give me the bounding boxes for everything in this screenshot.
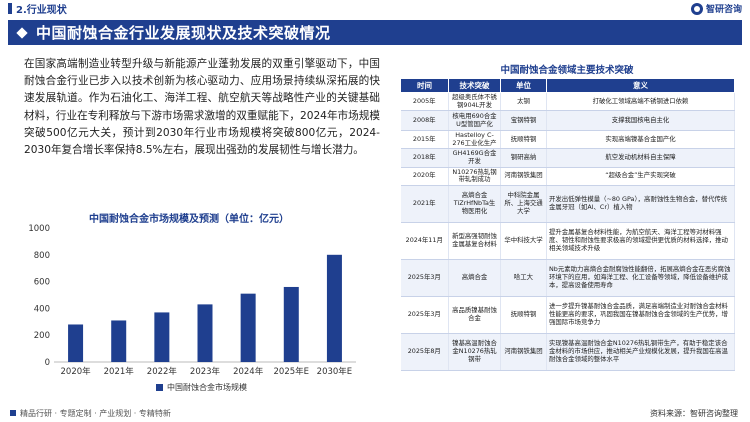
footer-source: 资料来源：智研咨询整理 <box>650 409 738 418</box>
cell-significance: Nb元素助力高熵合金耐腐蚀性能翻倍，拓展高熵合金在恶劣腐蚀环境下的应用，如海洋工… <box>546 259 735 297</box>
header-significance: 意义 <box>546 78 735 93</box>
tech-breakthrough-table: 时间 技术突破 单位 意义 2005年 超级奥氏体不锈钢904L开发 太钢 打破化工领… <box>400 78 735 371</box>
cell-time: 2025年3月 <box>400 296 449 334</box>
y-tick-label: 0 <box>45 358 50 368</box>
cell-unit: 华中科技大学 <box>500 222 547 260</box>
x-tick-label: 2023年 <box>190 366 221 377</box>
table-header-row: 时间 技术突破 单位 意义 <box>400 78 735 93</box>
cell-significance: 打破化工领域高端不锈钢进口依赖 <box>546 92 735 112</box>
legend-label: 中国耐蚀合金市场规模 <box>167 382 247 392</box>
cell-time: 2015年 <box>400 130 449 150</box>
y-tick-label: 400 <box>34 304 50 314</box>
intro-paragraph: 在国家高端制造业转型升级与新能源产业蓬勃发展的双重引擎驱动下，中国耐蚀合金行业已… <box>24 58 380 157</box>
cell-time: 2025年8月 <box>400 333 449 371</box>
cell-breakthrough: 镍基高温耐蚀合金N10276热轧钢带 <box>448 333 501 371</box>
cell-unit: 抚顺特钢 <box>500 296 547 334</box>
cell-breakthrough: 高品质镍基耐蚀合金 <box>448 296 501 334</box>
table-title: 中国耐蚀合金领域主要技术突破 <box>500 65 634 76</box>
y-tick-label: 800 <box>34 251 50 261</box>
diamond-icon <box>16 26 28 39</box>
bar <box>240 293 256 362</box>
legend-swatch <box>156 384 163 391</box>
cell-time: 2005年 <box>400 92 449 112</box>
cell-significance: 支撑我国核电自主化 <box>546 110 735 132</box>
cell-significance: “超级合金”生产实现突破 <box>546 167 735 186</box>
cell-unit: 哈工大 <box>500 259 547 297</box>
cell-breakthrough: 核电用690合金U型管国产化 <box>448 110 501 132</box>
cell-significance: 进一步提升镍基耐蚀合金品质，满足高端制造业对耐蚀合金材料性能更高的要求，巩固我国… <box>546 296 735 334</box>
cell-time: 2018年 <box>400 148 449 168</box>
x-tick-label: 2022年 <box>147 366 178 377</box>
section-marker <box>8 2 12 14</box>
page-title: 中国耐蚀合金行业发展现状及技术突破情况 <box>36 24 331 42</box>
table-row: 2018年 GH4169G合金开发 钢研高纳 航空发动机材料自主保障 <box>400 148 735 168</box>
cell-significance: 实现高端镍基合金国产化 <box>546 130 735 150</box>
cell-unit: 中科院金属所、上海交通大学 <box>500 185 547 223</box>
cell-unit: 宝钢特钢 <box>500 110 547 132</box>
section-title: 2.行业现状 <box>16 4 67 16</box>
cell-breakthrough: 新型高强韧耐蚀金属基复合材料 <box>448 222 501 260</box>
brand-name: 智研咨询 <box>705 5 742 15</box>
market-size-chart: 0 200 400 600 800 1000 2020年 2021年 2022年 2023年 202… <box>28 224 356 392</box>
table-row: 2025年8月 镍基高温耐蚀合金N10276热轧钢带 河南钢铁集团 实现镍基高温耐蚀合… <box>400 333 735 371</box>
x-tick-label: 2020年 <box>61 366 92 377</box>
cell-unit: 抚顺特钢 <box>500 130 547 150</box>
cell-unit: 河南钢铁集团 <box>500 333 547 371</box>
header-time: 时间 <box>400 78 449 93</box>
header-breakthrough: 技术突破 <box>448 78 501 93</box>
y-tick-label: 200 <box>34 331 50 341</box>
bar <box>197 304 213 362</box>
table-row: 2005年 超级奥氏体不锈钢904L开发 太钢 打破化工领域高端不锈钢进口依赖 <box>400 92 735 112</box>
table-row: 2008年 核电用690合金U型管国产化 宝钢特钢 支撑我国核电自主化 <box>400 110 735 132</box>
cell-time: 2008年 <box>400 110 449 132</box>
top-bar: 2.行业现状 智研咨询 <box>0 0 750 16</box>
cell-breakthrough: 高熵合金 <box>448 259 501 297</box>
bar <box>111 320 127 362</box>
cell-time: 2025年3月 <box>400 259 449 297</box>
bar <box>326 254 342 362</box>
table-row: 2021年 高熵合金TiZrHfNbTa生物医用化 中科院金属所、上海交通大学 开发出… <box>400 185 735 223</box>
y-tick-label: 1000 <box>28 224 50 234</box>
title-banner: 中国耐蚀合金行业发展现状及技术突破情况 <box>8 20 742 45</box>
cell-breakthrough: 高熵合金TiZrHfNbTa生物医用化 <box>448 185 501 223</box>
cell-breakthrough: GH4169G合金开发 <box>448 148 501 168</box>
footer: 精品行研 · 专题定制 · 产业规划 · 专精特新 资料来源：智研咨询整理 <box>0 404 750 422</box>
brand: 智研咨询 <box>690 2 742 15</box>
footer-slogan: 精品行研 · 专题定制 · 产业规划 · 专精特新 <box>20 408 171 418</box>
cell-significance: 实现镍基高温耐蚀合金N10276热轧钢带生产，有助于稳定该合金材料的市场供应，推… <box>546 333 735 371</box>
y-tick-label: 600 <box>34 278 50 288</box>
cell-time: 2021年 <box>400 185 449 223</box>
cell-time: 2024年11月 <box>400 222 449 260</box>
x-tick-label: 2025年E <box>274 366 310 377</box>
bar <box>68 324 84 362</box>
cell-breakthrough: N10276热轧钢带轧制成功 <box>448 167 501 186</box>
cell-significance: 提升金属基复合材料性能，为航空航天、海洋工程等对材料强度、韧性和耐蚀性要求极高的… <box>546 222 735 260</box>
cell-significance: 航空发动机材料自主保障 <box>546 148 735 168</box>
brand-logo-icon <box>690 2 703 15</box>
table-row: 2020年 N10276热轧钢带轧制成功 河南钢铁集团 “超级合金”生产实现突破 <box>400 167 735 186</box>
bar <box>154 312 170 362</box>
footer-marker <box>10 410 16 416</box>
cell-breakthrough: Hastelloy C-276工业化生产 <box>448 130 501 150</box>
table-row: 2025年3月 高品质镍基耐蚀合金 抚顺特钢 进一步提升镍基耐蚀合金品质，满足高端制造… <box>400 296 735 334</box>
x-tick-label: 2030年E <box>317 366 353 377</box>
table-row: 2025年3月 高熵合金 哈工大 Nb元素助力高熵合金耐腐蚀性能翻倍，拓展高熵合金在恶… <box>400 259 735 297</box>
table-row: 2024年11月 新型高强韧耐蚀金属基复合材料 华中科技大学 提升金属基复合材料性能，… <box>400 222 735 260</box>
chart-title: 中国耐蚀合金市场规模及预测（单位：亿元） <box>89 214 289 225</box>
bar <box>283 286 299 362</box>
cell-time: 2020年 <box>400 167 449 186</box>
table-row: 2015年 Hastelloy C-276工业化生产 抚顺特钢 实现高端镍基合金国产化 <box>400 130 735 150</box>
cell-unit: 太钢 <box>500 92 547 112</box>
cell-significance: 开发出低弹性模量（~80 GPa），高耐蚀性生物合金，替代传统金属牙冠（如Al、… <box>546 185 735 223</box>
cell-unit: 钢研高纳 <box>500 148 547 168</box>
header-unit: 单位 <box>500 78 547 93</box>
cell-breakthrough: 超级奥氏体不锈钢904L开发 <box>448 92 501 112</box>
x-tick-label: 2024年 <box>233 366 264 377</box>
cell-unit: 河南钢铁集团 <box>500 167 547 186</box>
x-tick-label: 2021年 <box>104 366 135 377</box>
